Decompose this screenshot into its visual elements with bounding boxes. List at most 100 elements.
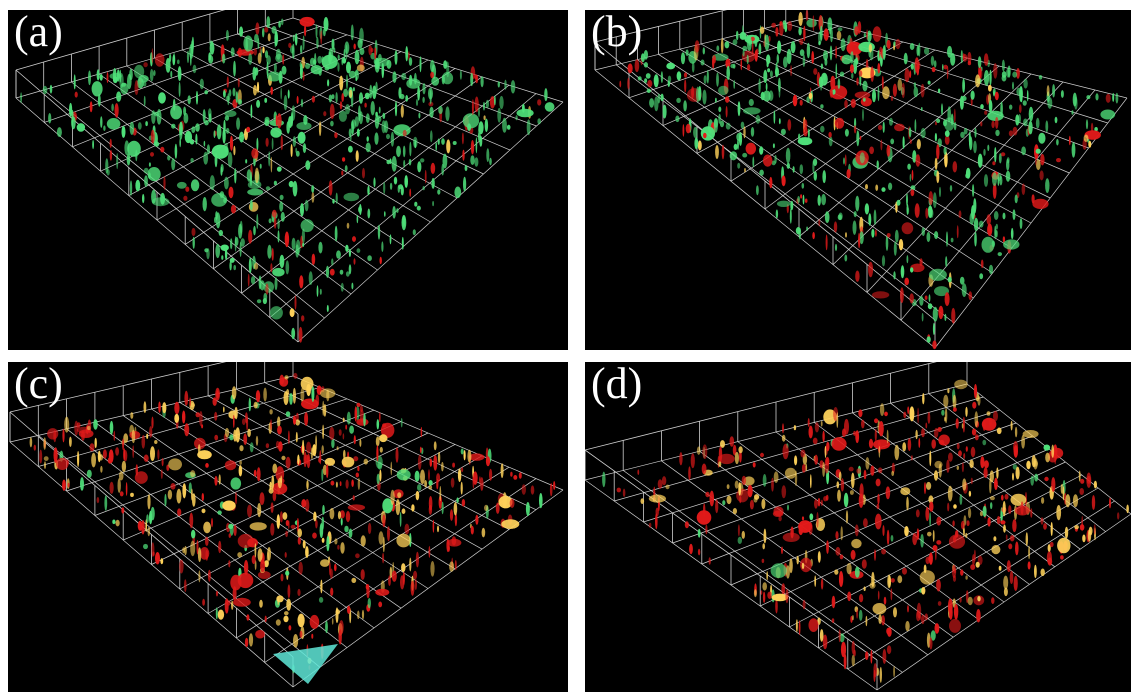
fluorescent-speck [293,634,299,648]
fluorescent-speck [391,570,397,582]
fluorescent-speck [337,62,340,72]
fluorescent-speck [179,559,184,574]
fluorescent-speck [732,508,737,515]
fluorescent-speck [333,47,336,53]
fluorescent-speck [924,47,930,55]
fluorescent-speck [837,214,842,221]
fluorescent-speck [782,423,784,434]
fluorescent-speck [718,113,721,124]
fluorescent-speck [400,185,404,196]
fluorescent-speck [190,40,194,55]
fluorescent-speck [994,91,999,101]
fluorescent-speck [195,412,201,418]
fluorescent-speck [885,486,891,500]
fluorescent-speck [852,220,857,235]
fluorescent-speck [718,453,735,465]
fluorescent-speck [311,191,315,203]
fluorescent-speck [353,43,356,50]
fluorescent-speck [803,119,808,130]
fluorescent-speck [755,114,761,124]
fluorescent-speck [295,150,300,157]
fluorescent-speck [648,522,652,528]
fluorescent-speck [935,121,937,126]
fluorescent-speck [144,175,148,187]
fluorescent-speck [392,71,397,83]
fluorescent-speck [902,136,905,149]
fluorescent-speck [910,63,914,70]
fluorescent-speck [403,159,406,168]
fluorescent-speck [770,563,787,579]
fluorescent-speck [87,425,91,431]
fluorescent-speck [858,70,863,77]
fluorescent-speck [932,545,938,552]
fluorescent-speck [836,481,840,489]
fluorescent-speck [306,441,312,454]
fluorescent-speck [342,417,345,423]
grid-line [594,17,808,71]
fluorescent-speck [968,507,972,519]
fluorescent-speck [881,187,886,192]
fluorescent-speck [943,394,949,408]
fluorescent-speck [352,236,356,242]
fluorescent-speck [104,495,108,511]
fluorescent-speck [793,425,797,431]
fluorescent-speck [973,198,977,214]
fluorescent-speck [300,387,305,403]
fluorescent-speck [211,193,228,207]
fluorescent-speck [760,26,765,34]
fluorescent-speck [776,200,791,207]
fluorescent-speck [106,71,109,84]
fluorescent-speck [893,607,897,618]
fluorescent-speck [881,75,884,90]
fluorescent-speck [456,497,459,503]
fluorescent-speck [722,500,726,506]
fluorescent-speck [856,468,861,474]
fluorescent-speck [676,97,681,103]
fluorescent-speck [883,44,886,59]
fluorescent-speck [222,128,226,144]
fluorescent-speck [109,420,114,435]
fluorescent-speck [1023,78,1028,89]
fluorescent-speck [62,428,65,443]
fluorescent-speck [825,234,828,251]
fluorescent-speck [819,629,824,642]
fluorescent-speck [349,89,353,98]
fluorescent-speck [341,93,345,102]
fluorescent-speck [253,401,258,409]
fluorescent-speck [752,156,755,168]
fluorescent-speck [813,158,818,166]
fluorescent-speck [868,43,873,53]
fluorescent-speck [359,405,363,413]
fluorescent-speck [355,472,359,478]
fluorescent-speck [339,481,342,487]
fluorescent-speck [763,528,767,544]
fluorescent-speck [409,188,412,197]
fluorescent-speck [891,462,895,474]
fluorescent-speck [823,28,829,41]
fluorescent-speck [831,437,847,451]
fluorescent-speck [233,429,237,442]
fluorescent-speck [320,388,336,399]
fluorescent-speck [204,120,209,126]
fluorescent-speck [944,151,948,168]
fluorescent-speck [361,609,365,620]
fluorescent-speck [916,45,920,57]
fluorescent-speck [1023,118,1028,127]
fluorescent-speck [919,613,921,620]
fluorescent-speck [384,120,389,133]
fluorescent-speck [365,142,371,153]
fluorescent-speck [685,123,691,134]
fluorescent-speck [888,575,891,588]
fluorescent-speck [1072,494,1079,508]
fluorescent-speck [229,135,234,151]
fluorescent-speck [191,227,196,237]
fluorescent-speck [989,470,994,483]
fluorescent-speck [222,53,226,64]
fluorescent-speck [217,609,225,620]
fluorescent-speck [177,508,182,517]
fluorescent-speck [749,499,754,510]
fluorescent-speck [334,538,338,545]
fluorescent-speck [467,123,472,131]
fluorescent-speck [683,100,687,112]
fluorescent-speck [909,43,915,50]
